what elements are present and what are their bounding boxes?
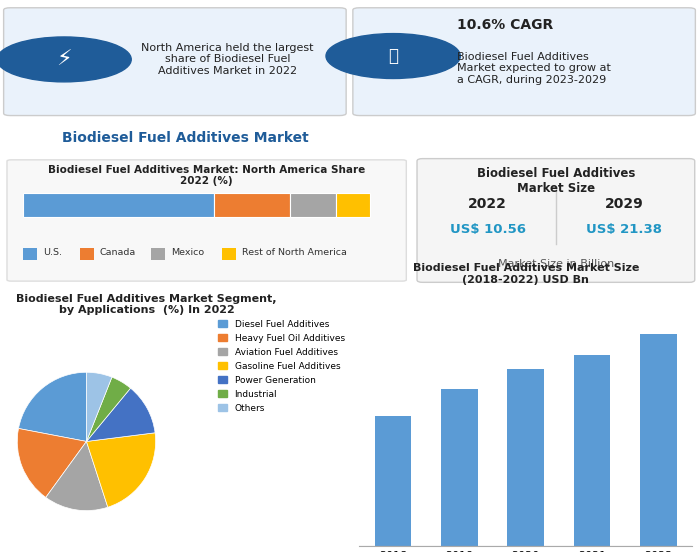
Text: 🔥: 🔥 [388,47,398,65]
Text: Biodiesel Fuel Additives Market: Biodiesel Fuel Additives Market [62,131,308,145]
Circle shape [326,34,461,78]
Text: 10.6% CAGR: 10.6% CAGR [457,18,553,31]
Circle shape [0,37,131,82]
Wedge shape [87,433,156,507]
FancyBboxPatch shape [291,193,336,217]
Legend: Diesel Fuel Additives, Heavy Fuel Oil Additives, Aviation Fuel Additives, Gasoli: Diesel Fuel Additives, Heavy Fuel Oil Ad… [215,316,348,416]
FancyBboxPatch shape [3,8,346,115]
Bar [375,416,411,546]
Text: US$ 21.38: US$ 21.38 [586,223,662,236]
Text: Biodiesel Fuel Additives
Market Size: Biodiesel Fuel Additives Market Size [477,167,635,195]
Wedge shape [46,442,108,511]
Text: Biodiesel Fuel Additives
Market expected to grow at
a CAGR, during 2023-2029: Biodiesel Fuel Additives Market expected… [457,52,611,85]
Bar [574,355,610,546]
Text: U.S.: U.S. [43,248,62,257]
FancyBboxPatch shape [214,193,291,217]
Wedge shape [17,428,87,497]
Title: Biodiesel Fuel Additives Market Size
(2018-2022) USD Bn: Biodiesel Fuel Additives Market Size (20… [412,263,639,285]
FancyBboxPatch shape [7,160,406,281]
FancyBboxPatch shape [417,158,695,282]
Text: North America held the largest
share of Biodiesel Fuel
Additives Market in 2022: North America held the largest share of … [141,43,314,76]
Text: Biodiesel Fuel Additives Market: North America Share
2022 (%): Biodiesel Fuel Additives Market: North A… [48,164,366,187]
FancyBboxPatch shape [23,193,214,217]
Text: 2029: 2029 [605,197,643,211]
Bar [507,369,544,546]
Text: Market Size in Billion: Market Size in Billion [498,259,614,269]
Text: Rest of North America: Rest of North America [242,248,347,257]
Text: 2022: 2022 [468,197,507,211]
FancyBboxPatch shape [80,248,94,261]
Wedge shape [18,372,87,442]
Text: Mexico: Mexico [171,248,204,257]
FancyBboxPatch shape [23,248,37,261]
FancyBboxPatch shape [222,248,236,261]
Wedge shape [87,377,131,442]
Wedge shape [87,388,155,442]
Text: Biodiesel Fuel Additives Market Segment,
by Applications  (%) In 2022: Biodiesel Fuel Additives Market Segment,… [16,294,277,315]
Text: US$ 10.56: US$ 10.56 [450,223,526,236]
FancyBboxPatch shape [151,248,165,261]
Bar [640,334,677,546]
Text: Canada: Canada [100,248,136,257]
Text: ⚡: ⚡ [56,50,72,70]
FancyBboxPatch shape [353,8,696,115]
FancyBboxPatch shape [336,193,370,217]
Wedge shape [87,372,112,442]
Bar [441,389,477,546]
